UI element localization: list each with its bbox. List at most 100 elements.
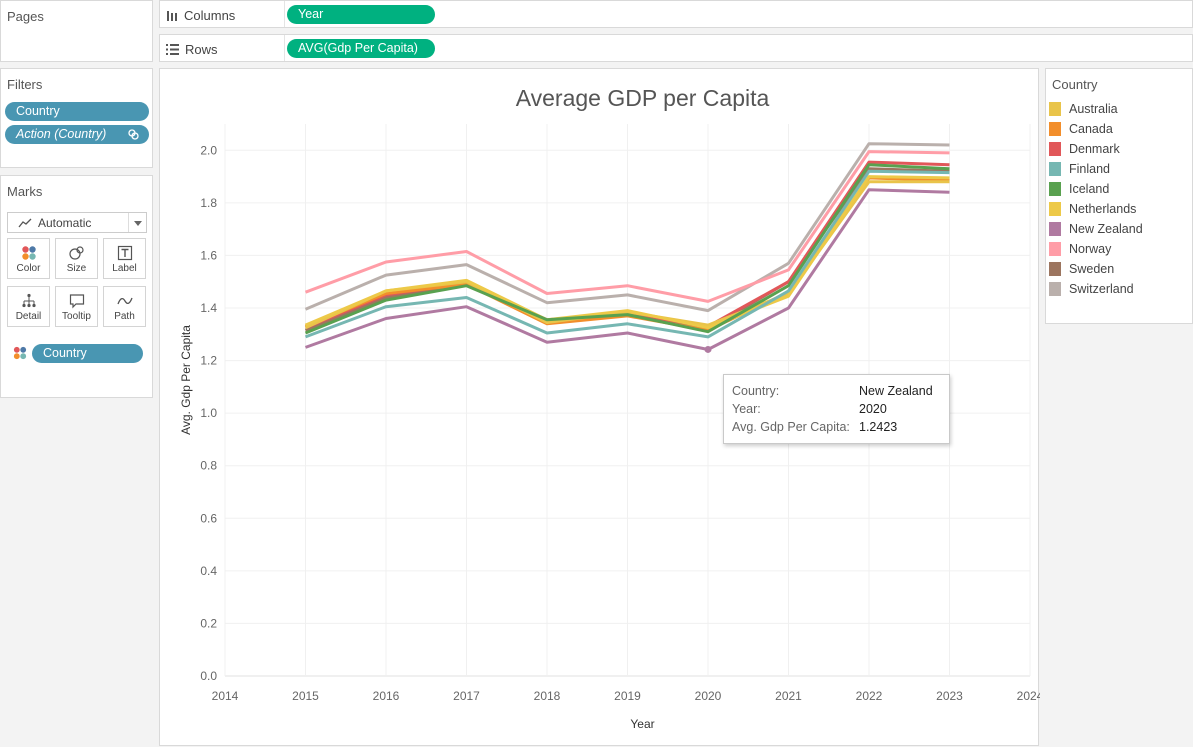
tooltip-country-key: Country: [732,384,780,398]
mark-type-dropdown[interactable]: Automatic [7,212,147,233]
columns-label: Columns [166,8,235,23]
hover-tooltip: Country: New Zealand Year: 2020 Avg. Gdp… [723,374,950,444]
x-tick-label: 2015 [292,689,319,703]
legend-item-new-zealand[interactable]: New Zealand [1049,219,1143,239]
y-tick-label: 1.8 [200,196,217,210]
filters-panel: Filters Country Action (Country) [0,68,153,168]
legend-swatch [1049,142,1061,156]
legend-item-iceland[interactable]: Iceland [1049,179,1109,199]
path-label: Path [114,311,135,322]
y-tick-label: 2.0 [200,143,217,157]
color-icon [22,246,36,260]
series-line-finland [304,169,950,339]
tooltip-gdp-value: 1.2423 [859,420,898,434]
y-tick-label: 0.2 [200,616,217,630]
x-tick-label: 2020 [695,689,722,703]
path-icon [117,297,133,305]
size-label: Size [66,263,87,274]
marks-panel: Marks Automatic Color Size Label Detail … [0,175,153,398]
series-line-new-zealand [304,188,950,351]
y-tick-label: 1.6 [200,248,217,262]
y-tick-label: 1.2 [200,354,217,368]
x-tick-label: 2021 [775,689,802,703]
legend-item-sweden[interactable]: Sweden [1049,259,1114,279]
legend-item-switzerland[interactable]: Switzerland [1049,279,1134,299]
label-icon [117,245,133,261]
x-tick-label: 2014 [212,689,239,703]
legend-label: Iceland [1069,182,1110,196]
label-button[interactable]: Label [103,238,146,279]
line-mark-icon [18,218,32,228]
tooltip-year-value: 2020 [859,402,887,416]
legend-swatch [1049,282,1061,296]
x-tick-label: 2022 [856,689,883,703]
legend-item-denmark[interactable]: Denmark [1049,139,1120,159]
x-tick-label: 2024 [1017,689,1040,703]
x-tick-label: 2023 [936,689,963,703]
legend-panel: Country Australia Canada Denmark Finland Ice… [1045,68,1193,324]
legend-label: Norway [1069,242,1112,256]
series-line-norway [304,150,950,303]
legend-label: New Zealand [1069,222,1143,236]
legend-swatch [1049,202,1061,216]
y-tick-label: 1.0 [200,406,217,420]
filter-action-country-label: Action (Country) [16,127,107,141]
legend-swatch [1049,182,1061,196]
series-line-netherlands [304,175,950,330]
series-line-iceland [304,163,950,335]
y-tick-label: 0.8 [200,459,217,473]
legend-label: Netherlands [1069,202,1137,216]
filter-country-pill[interactable]: Country [5,102,149,121]
dropdown-divider [128,213,129,232]
legend-item-australia[interactable]: Australia [1049,99,1118,119]
rows-divider [284,35,285,61]
path-button[interactable]: Path [103,286,146,327]
legend-swatch [1049,162,1061,176]
size-icon [69,246,84,260]
color-label: Color [16,263,41,274]
detail-icon [22,293,36,308]
y-tick-label: 0.6 [200,511,217,525]
legend-item-canada[interactable]: Canada [1049,119,1113,139]
tooltip-icon [69,294,85,309]
legend-item-finland[interactable]: Finland [1049,159,1110,179]
legend-label: Canada [1069,122,1113,136]
tooltip-label: Tooltip [62,311,91,322]
chevron-down-icon [134,221,142,226]
pages-panel: Pages [0,0,153,62]
x-tick-label: 2019 [614,689,641,703]
chart-title: Average GDP per Capita [516,85,770,111]
marks-title: Marks [7,184,43,199]
color-button[interactable]: Color [7,238,50,279]
year-pill[interactable]: Year [287,5,435,24]
rows-shelf[interactable]: Rows AVG(Gdp Per Capita) [159,34,1193,62]
filter-action-country-pill[interactable]: Action (Country) [5,125,149,144]
columns-shelf[interactable]: Columns Year [159,0,1193,28]
detail-label: Detail [15,311,42,322]
legend-label: Sweden [1069,262,1115,276]
y-tick-label: 0.4 [200,564,217,578]
link-icon [128,129,139,140]
tooltip-country-value: New Zealand [859,384,933,398]
legend-item-netherlands[interactable]: Netherlands [1049,199,1136,219]
x-axis-label: Year [630,717,654,731]
label-label: Label [112,263,137,274]
legend-swatch [1049,102,1061,116]
detail-button[interactable]: Detail [7,286,50,327]
x-tick-label: 2018 [534,689,561,703]
legend-swatch [1049,242,1061,256]
legend-swatch [1049,122,1061,136]
y-tick-label: 1.4 [200,301,217,315]
marks-country-pill[interactable]: Country [32,344,143,363]
tooltip-button[interactable]: Tooltip [55,286,98,327]
filters-title: Filters [7,77,43,92]
legend-item-norway[interactable]: Norway [1049,239,1111,259]
legend-label: Switzerland [1069,282,1134,296]
color-field-icon [13,346,27,360]
legend-swatch [1049,262,1061,276]
rows-label-text: Rows [185,42,218,57]
legend-label: Finland [1069,162,1110,176]
size-button[interactable]: Size [55,238,98,279]
avg-gdp-pill[interactable]: AVG(Gdp Per Capita) [287,39,435,58]
legend-label: Australia [1069,102,1118,116]
